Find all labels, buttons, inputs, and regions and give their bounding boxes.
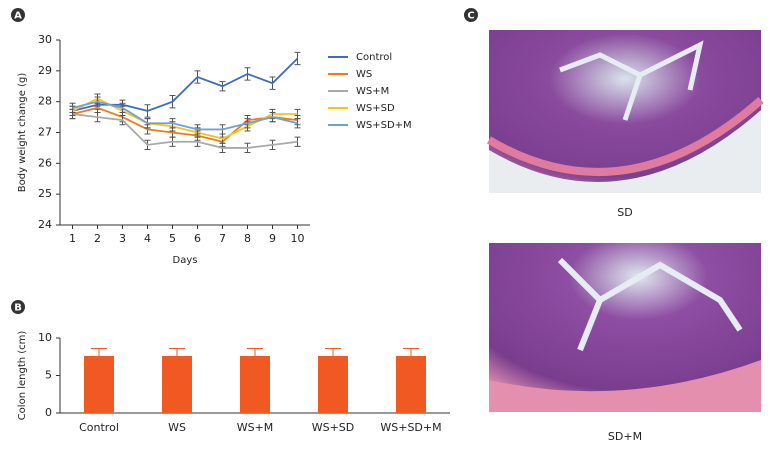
legend-label: WS+SD: [356, 103, 395, 114]
y-tick-label: 24: [38, 218, 52, 231]
tissue-layer: [489, 360, 761, 412]
error-bar: [169, 348, 185, 356]
y-tick-label: 10: [38, 331, 52, 344]
y-tick-label: 26: [38, 156, 52, 169]
y-tick-label: 29: [38, 64, 52, 77]
x-tick-label: 4: [144, 232, 151, 245]
y-tick-label: 30: [38, 33, 52, 46]
x-tick-label: WS+SD+M: [380, 421, 441, 434]
series-line: [72, 106, 298, 143]
x-tick-label: WS: [168, 421, 186, 434]
x-tick-label: 1: [69, 232, 76, 245]
x-tick-label: 6: [194, 232, 201, 245]
legend-label: Control: [356, 52, 392, 63]
panel-label: A: [14, 11, 22, 22]
panel-badge: [11, 300, 25, 314]
bar: [318, 356, 348, 413]
x-tick-label: WS+M: [237, 421, 274, 434]
x-tick-label: WS+SD: [312, 421, 355, 434]
bar: [84, 356, 114, 413]
y-axis-label: Body weight change (g): [17, 73, 28, 193]
x-tick-label: 3: [119, 232, 126, 245]
bar: [162, 356, 192, 413]
tissue-layer: [486, 96, 764, 176]
panel-label: C: [467, 11, 474, 22]
y-tick-label: 25: [38, 187, 52, 200]
y-axis-label: Colon length (cm): [17, 331, 28, 421]
legend-label: WS+M: [356, 86, 389, 97]
series-line: [72, 113, 298, 149]
x-tick-label: 10: [291, 232, 305, 245]
error-bar: [247, 348, 263, 356]
error-bar: [91, 348, 107, 356]
panel-badge: [464, 8, 478, 22]
error-bar: [325, 348, 341, 356]
y-tick-label: 28: [38, 95, 52, 108]
y-tick-label: 5: [45, 369, 52, 382]
panel-c-images: [486, 30, 764, 412]
x-tick-label: 5: [169, 232, 176, 245]
y-tick-label: 27: [38, 126, 52, 139]
tissue-lumen: [559, 40, 704, 121]
tissue-lumen: [557, 257, 743, 352]
legend-label: WS+SD+M: [356, 120, 412, 131]
x-axis-label: Days: [173, 255, 198, 266]
bar: [240, 356, 270, 413]
image-caption: SD+M: [608, 430, 642, 443]
panel-label: B: [14, 303, 22, 314]
x-tick-label: 7: [219, 232, 226, 245]
image-caption: SD: [617, 206, 632, 219]
series-line: [72, 100, 298, 131]
legend-label: WS: [356, 69, 372, 80]
x-tick-label: Control: [79, 421, 119, 434]
bar: [396, 356, 426, 413]
x-tick-label: 9: [269, 232, 276, 245]
image-background: [489, 110, 761, 193]
error-bar: [403, 348, 419, 356]
x-tick-label: 8: [244, 232, 251, 245]
panel-badge: [11, 8, 25, 22]
x-tick-label: 2: [94, 232, 101, 245]
y-tick-label: 0: [45, 406, 52, 419]
